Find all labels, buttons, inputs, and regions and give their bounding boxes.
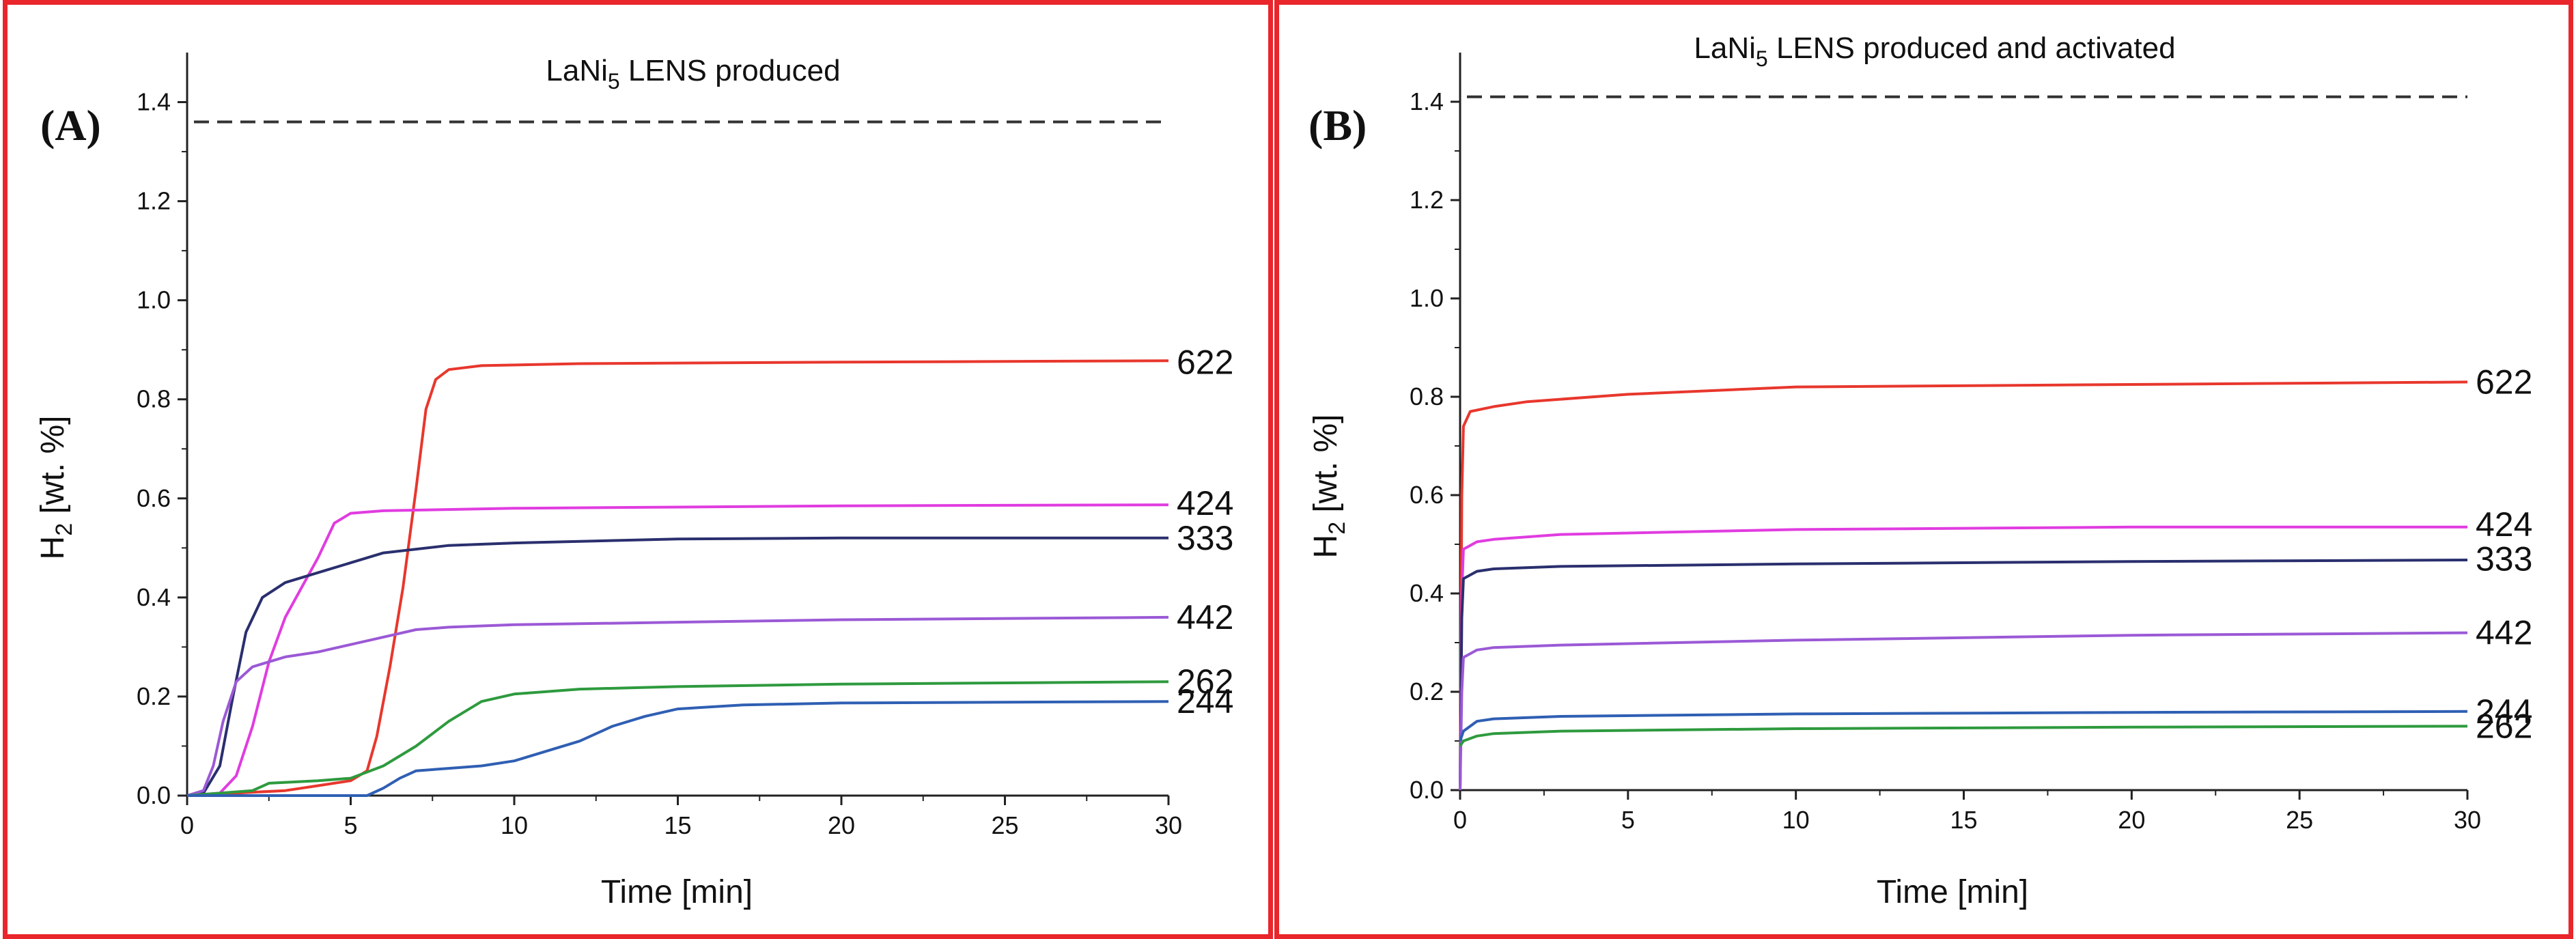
panel-a-series-label-244: 244 xyxy=(1177,682,1233,720)
panel-b-y-tick-label: 0.4 xyxy=(1410,579,1444,607)
panel-a-x-tick-label: 15 xyxy=(664,811,691,839)
panel-b-y-tick-label: 1.4 xyxy=(1410,87,1444,115)
panel-a-x-tick-label: 30 xyxy=(1155,811,1182,839)
panel-a-y-tick-label: 1.4 xyxy=(137,88,171,116)
panel-b-x-tick-label: 10 xyxy=(1782,806,1810,834)
panel-a-y-tick-label: 0.8 xyxy=(137,385,171,413)
panel-a-x-tick-label: 25 xyxy=(991,811,1018,839)
panel-a-series-label-333: 333 xyxy=(1177,519,1233,557)
panel-a-series-label-262: 262 xyxy=(1177,662,1233,701)
panel-b-y-axis-title: H2 [wt. %] xyxy=(1308,415,1350,559)
panel-b-y-tick-label: 0.8 xyxy=(1410,382,1444,410)
panel-b-series-label-262: 262 xyxy=(2476,707,2532,745)
panel-b-frame: LaNi5 LENS produced and activated (B) H2… xyxy=(1274,0,2573,939)
panel-a-y-axis-title: H2 [wt. %] xyxy=(35,416,77,560)
panel-a-series-line-262 xyxy=(186,680,1169,797)
panel-b-series-label-424: 424 xyxy=(2476,505,2532,544)
panel-a-series-line-333 xyxy=(186,536,1168,797)
panel-b-y-tick-label: 0.0 xyxy=(1410,776,1444,804)
panel-a-series-line-244 xyxy=(187,700,1169,797)
panel-a-series-line-622 xyxy=(186,359,1169,797)
panel-a-y-tick-label: 0.4 xyxy=(137,583,171,611)
panel-b-y-tick-label: 0.6 xyxy=(1410,481,1444,509)
panel-b-x-tick-label: 5 xyxy=(1621,806,1635,834)
panel-a-x-tick-label: 10 xyxy=(501,811,528,839)
panel-b-series-line-333 xyxy=(1459,559,2468,791)
panel-b-x-tick-label: 25 xyxy=(2286,806,2313,834)
panel-b-y-tick-label: 0.2 xyxy=(1410,677,1444,705)
panel-b-x-axis-title: Time [min] xyxy=(1877,874,2028,910)
panel-b-label: (B) xyxy=(1308,101,1367,150)
panel-a-y-tick-label: 0.0 xyxy=(137,781,171,809)
panel-b-series-line-622 xyxy=(1459,380,2468,791)
panel-b-x-tick-label: 15 xyxy=(1950,806,1977,834)
panel-b-series-label-622: 622 xyxy=(2476,363,2532,401)
panel-b-series-label-244: 244 xyxy=(2476,692,2532,731)
chart-panel-a: LaNi5 LENS produced (A) H2 [wt. %] Time … xyxy=(35,53,1233,910)
panel-b-series-line-442 xyxy=(1459,631,2468,791)
panel-b-series-label-442: 442 xyxy=(2476,614,2532,652)
panel-a-x-tick-label: 5 xyxy=(344,811,357,839)
panel-a-series-line-442 xyxy=(186,615,1169,797)
panel-a-title: LaNi5 LENS produced xyxy=(546,54,840,94)
panel-b-series-line-262 xyxy=(1459,725,2468,747)
panel-a-series-label-622: 622 xyxy=(1177,343,1233,381)
panel-b-title: LaNi5 LENS produced and activated xyxy=(1694,31,2175,71)
panel-a-label: (A) xyxy=(40,101,101,150)
panel-b-y-tick-label: 1.2 xyxy=(1410,186,1444,214)
panel-a-series-label-424: 424 xyxy=(1177,484,1233,522)
panel-a-x-tick-label: 0 xyxy=(180,811,194,839)
panel-b-x-tick-label: 0 xyxy=(1453,806,1467,834)
panel-b-series-label-333: 333 xyxy=(2476,540,2532,578)
panel-a-x-tick-label: 20 xyxy=(828,811,855,839)
panel-b-x-tick-label: 20 xyxy=(2118,806,2145,834)
panel-a-series-line-424 xyxy=(186,503,1169,797)
panel-a-y-tick-label: 0.2 xyxy=(137,682,171,710)
panel-a-y-tick-label: 1.0 xyxy=(137,286,171,314)
panel-b-series-line-244 xyxy=(1459,710,2468,742)
panel-a-series-label-442: 442 xyxy=(1177,598,1233,636)
chart-panel-b: LaNi5 LENS produced and activated (B) H2… xyxy=(1308,31,2532,910)
panel-a-y-tick-label: 1.2 xyxy=(137,187,171,215)
panel-b-x-tick-label: 30 xyxy=(2454,806,2481,834)
panel-a-x-axis-title: Time [min] xyxy=(601,874,753,910)
panel-b-y-tick-label: 1.0 xyxy=(1410,284,1444,312)
panel-a-frame: LaNi5 LENS produced (A) H2 [wt. %] Time … xyxy=(3,0,1273,939)
panel-a-y-tick-label: 0.6 xyxy=(137,484,171,512)
